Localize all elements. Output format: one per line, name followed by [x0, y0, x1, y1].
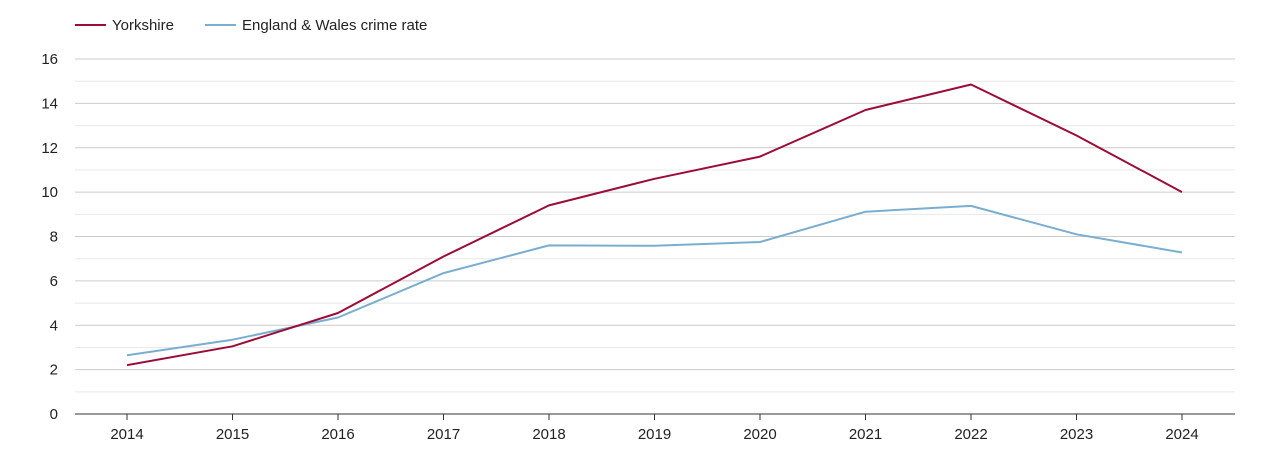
y-tick-label: 12 [41, 140, 58, 157]
y-tick-label: 4 [50, 317, 58, 334]
x-tick-label: 2016 [321, 426, 354, 443]
x-tick-label: 2019 [638, 426, 671, 443]
legend-label-yorkshire: Yorkshire [112, 17, 174, 34]
x-tick-label: 2015 [216, 426, 249, 443]
x-axis: 2014 2015 2016 2017 2018 2019 2020 2021 2022 2023… [110, 414, 1199, 443]
gridlines [75, 58, 1235, 415]
x-tick-label: 2018 [532, 426, 565, 443]
x-tick-label: 2020 [743, 426, 776, 443]
y-tick-label: 8 [50, 229, 58, 246]
series-layer [126, 83, 1183, 367]
y-tick-label: 10 [41, 184, 58, 201]
y-tick-label: 2 [50, 362, 58, 379]
x-tick-label: 2017 [427, 426, 460, 443]
legend-label-england-wales: England & Wales crime rate [242, 17, 427, 34]
y-axis: 0 2 4 6 8 10 12 14 16 [41, 51, 58, 423]
x-tick-label: 2022 [954, 426, 987, 443]
x-tick-label: 2023 [1060, 426, 1093, 443]
y-tick-label: 14 [41, 95, 58, 112]
x-tick-label: 2014 [110, 426, 143, 443]
y-tick-label: 16 [41, 51, 58, 68]
y-tick-label: 0 [50, 406, 58, 423]
y-tick-label: 6 [50, 273, 58, 290]
x-tick-label: 2021 [849, 426, 882, 443]
legend: Yorkshire England & Wales crime rate [75, 17, 427, 34]
x-tick-label: 2024 [1165, 426, 1198, 443]
series-line-yorkshire [126, 83, 1183, 367]
